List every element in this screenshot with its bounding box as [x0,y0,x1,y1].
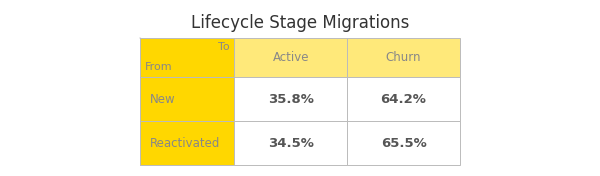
Text: Reactivated: Reactivated [150,137,221,150]
Text: Lifecycle Stage Migrations: Lifecycle Stage Migrations [191,14,409,32]
Text: Active: Active [272,51,309,64]
Text: 35.8%: 35.8% [268,93,314,106]
Text: New: New [150,93,176,106]
Text: From: From [145,62,172,72]
Text: 65.5%: 65.5% [380,137,427,150]
Text: Churn: Churn [386,51,421,64]
Text: To: To [218,42,230,52]
Text: 34.5%: 34.5% [268,137,314,150]
Text: 64.2%: 64.2% [380,93,427,106]
